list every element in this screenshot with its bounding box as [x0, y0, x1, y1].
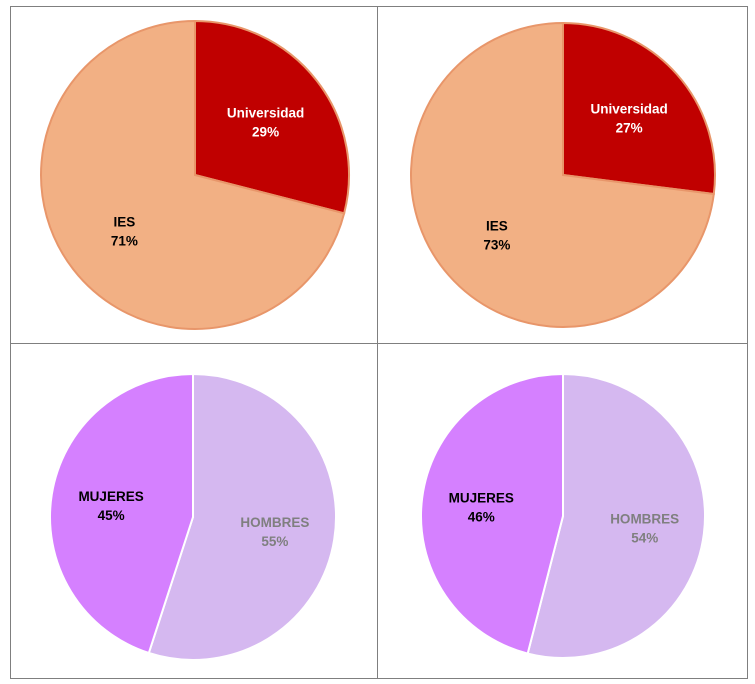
- slice-value-label: 45%: [98, 508, 125, 523]
- pie-slice-ies: [40, 19, 346, 330]
- slice-value-label: 29%: [252, 124, 279, 139]
- pie-chart-1: Universidad 29% IES 71%: [40, 19, 350, 330]
- slice-label: HOMBRES: [240, 515, 309, 530]
- slice-label: Universidad: [227, 105, 304, 120]
- pie-chart-panel-2: Universidad 27% IES 73%: [377, 6, 748, 344]
- slice-label: MUJERES: [78, 489, 143, 504]
- pie-chart-3: HOMBRES 55% MUJERES 45%: [49, 372, 337, 661]
- slice-value-label: 27%: [616, 121, 643, 136]
- pie-slice-mujeres: [49, 372, 194, 655]
- pie-slice-hombres: [526, 372, 706, 659]
- pie-slice-universidad: [194, 19, 350, 215]
- pie-slice-mujeres: [420, 372, 564, 655]
- slice-value-label: 55%: [261, 534, 288, 549]
- pie-chart-4: HOMBRES 54% MUJERES 46%: [420, 372, 706, 659]
- slice-label: HOMBRES: [610, 511, 679, 526]
- pie-chart-2: Universidad 27% IES 73%: [410, 21, 716, 328]
- pie-chart-panel-1: Universidad 29% IES 71%: [10, 6, 378, 344]
- pie-slice-universidad: [562, 21, 716, 196]
- pie-chart-panel-4: HOMBRES 54% MUJERES 46%: [377, 343, 748, 679]
- slice-label: IES: [114, 215, 136, 230]
- slice-label: IES: [486, 218, 508, 233]
- pie-slice-ies: [410, 21, 715, 328]
- slice-label: Universidad: [590, 102, 667, 117]
- slice-value-label: 54%: [631, 530, 658, 545]
- pie-chart-panel-3: HOMBRES 55% MUJERES 45%: [10, 343, 378, 679]
- slice-value-label: 73%: [483, 237, 510, 252]
- slice-label: MUJERES: [449, 491, 514, 506]
- slice-value-label: 46%: [468, 510, 495, 525]
- pie-slice-hombres: [147, 372, 337, 661]
- slice-value-label: 71%: [111, 234, 138, 249]
